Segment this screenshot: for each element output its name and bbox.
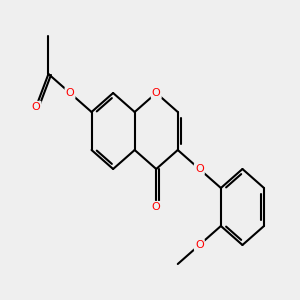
Text: O: O <box>152 202 161 212</box>
Text: O: O <box>32 102 40 112</box>
Text: O: O <box>66 88 74 98</box>
Text: O: O <box>195 240 204 250</box>
Text: O: O <box>195 164 204 174</box>
Text: O: O <box>152 88 161 98</box>
